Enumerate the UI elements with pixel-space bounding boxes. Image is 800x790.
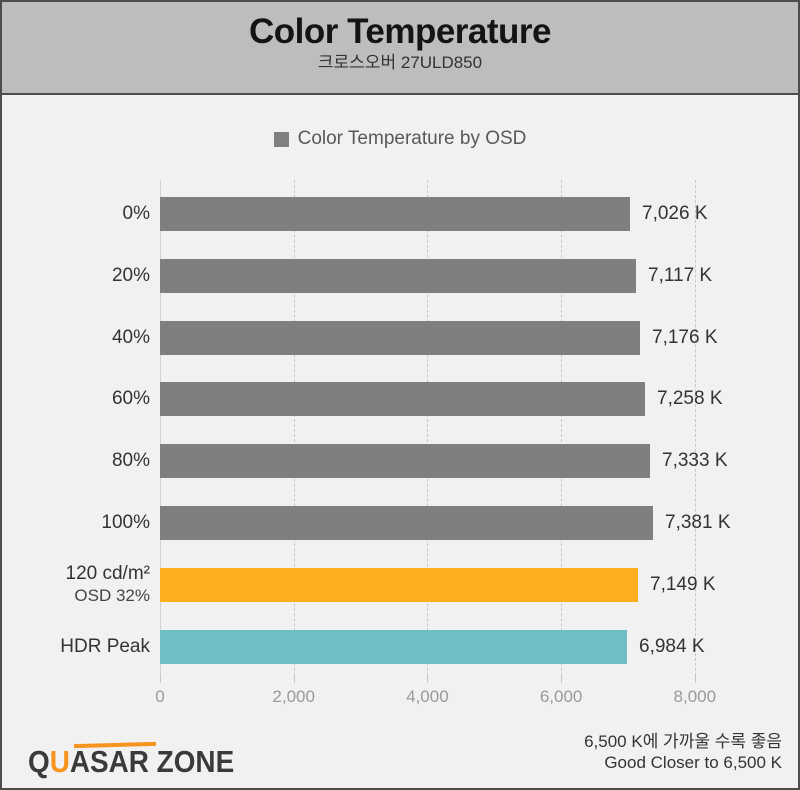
bar: [160, 382, 645, 417]
value-label: 7,333 K: [662, 450, 728, 472]
gridline: [293, 180, 295, 676]
bar: [160, 258, 636, 293]
value-label: 6,984 K: [639, 635, 705, 657]
y-axis-line: [160, 180, 161, 676]
x-tick: [427, 676, 429, 683]
logo-letters-rest: ASAR ZONE: [69, 744, 235, 779]
x-tick: [293, 676, 295, 683]
category-label: 0%: [122, 203, 150, 224]
value-label: 7,176 K: [652, 326, 718, 348]
x-tick-label: 8,000: [673, 687, 717, 706]
page-subtitle: 크로스오버 27ULD850: [317, 53, 483, 72]
category-label: HDR Peak: [60, 635, 150, 657]
footer-notes: 6,500 K에 가까울 수록 좋음 Good Closer to 6,500 …: [584, 731, 782, 773]
category-label: 80%: [111, 450, 150, 472]
value-label: 7,026 K: [642, 203, 708, 224]
gridline: [561, 180, 563, 676]
logo-letter-q: Q: [28, 744, 50, 779]
x-tick-label: 0: [155, 687, 165, 706]
value-label: 7,258 K: [657, 388, 723, 410]
bar: [160, 320, 640, 355]
bar: [160, 629, 627, 664]
logo-text: QUASAR ZONE: [28, 744, 234, 780]
category-label: 20%: [111, 264, 150, 286]
gridline: [694, 180, 696, 676]
chart-header: Color Temperature 크로스오버 27ULD850: [2, 2, 798, 95]
legend-swatch-icon: [273, 131, 289, 147]
gridline: [427, 180, 429, 676]
x-tick: [160, 676, 161, 683]
chart-legend: Color Temperature by OSD: [2, 128, 798, 150]
x-tick-label: 4,000: [406, 687, 449, 706]
quasarzone-logo: QUASAR ZONE: [28, 741, 257, 784]
value-label: 7,149 K: [650, 573, 716, 595]
footer-note-korean: 6,500 K에 가까울 수록 좋음: [584, 732, 782, 751]
x-tick-label: 6,000: [539, 687, 583, 706]
category-label: 60%: [111, 388, 150, 410]
value-label: 7,117 K: [648, 264, 713, 286]
x-tick-label: 2,000: [272, 687, 315, 706]
category-sublabel: OSD 32%: [74, 585, 150, 605]
bar: [160, 444, 650, 479]
bar: [160, 506, 653, 540]
logo-letter-u: U: [49, 744, 70, 779]
value-label: 7,381 K: [665, 512, 731, 533]
legend-label: Color Temperature by OSD: [297, 128, 527, 149]
category-label: 100%: [101, 512, 150, 533]
category-label: 120 cd/m² OSD 32%: [16, 563, 150, 607]
x-tick: [694, 676, 696, 683]
bar: [160, 567, 638, 602]
category-label: 40%: [111, 326, 150, 348]
bar: [160, 197, 630, 231]
page-title: Color Temperature: [248, 12, 552, 51]
x-tick: [561, 676, 563, 683]
footer-note-english: Good Closer to 6,500 K: [604, 753, 782, 772]
